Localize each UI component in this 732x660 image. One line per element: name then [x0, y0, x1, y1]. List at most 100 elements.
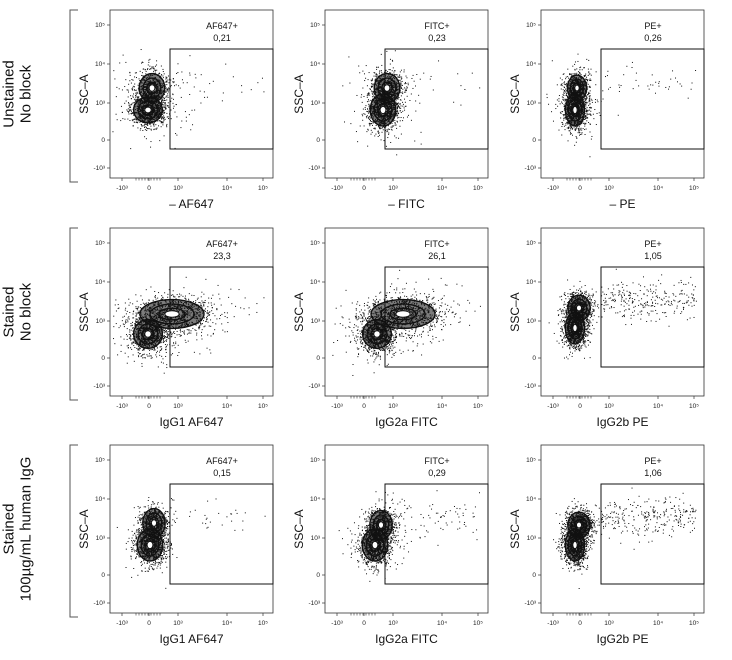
x-axis-label: – PE	[609, 197, 635, 211]
x-tick-label: 0	[147, 185, 151, 192]
density-core	[383, 84, 391, 92]
plot-frame	[324, 9, 489, 179]
gate-percent: 26,1	[428, 251, 446, 261]
gate-name: PE+	[644, 239, 661, 249]
x-tick-label: 0	[578, 185, 582, 192]
y-axis-label: SSC–A	[77, 74, 91, 113]
x-tick-label: 10⁴	[222, 620, 232, 627]
x-tick-label: 0	[578, 403, 582, 410]
row-label-group: Stained 100µg/mL human IgG	[1, 444, 78, 618]
x-tick-label: 10⁵	[473, 403, 483, 410]
density-core	[379, 106, 387, 114]
gate-percent: 1,06	[644, 468, 662, 478]
facs-panel: 10⁵ 10⁴ 10³ 0 -10³ -10³ 0 10³ 10⁴ 10⁵ SSC–A IgG2b P…	[508, 227, 705, 429]
y-tick-label: -10³	[308, 165, 320, 172]
x-axis-label: – AF647	[169, 197, 214, 211]
y-axis-label: SSC–A	[77, 292, 91, 331]
density-core	[151, 519, 157, 527]
density-contour	[377, 77, 397, 99]
density-core	[371, 541, 379, 549]
x-axis-label: IgG2a FITC	[375, 632, 438, 646]
row-label: No block	[18, 64, 35, 123]
gate-name: AF647+	[206, 456, 238, 466]
gate-name: PE+	[644, 21, 661, 31]
density-contour	[375, 518, 387, 532]
y-tick-label: 10⁵	[95, 240, 105, 247]
density-contour	[570, 515, 588, 535]
y-tick-label: 10⁵	[310, 22, 320, 29]
density-contour	[569, 78, 585, 98]
gate-name: AF647+	[206, 21, 238, 31]
y-tick-label: 10⁵	[95, 457, 105, 464]
y-tick-label: 10⁴	[526, 61, 536, 68]
density-core	[395, 310, 411, 318]
x-tick-label: 10⁵	[258, 620, 268, 627]
plot-frame	[109, 444, 274, 614]
positive-gate	[169, 483, 274, 585]
gate-name: AF647+	[206, 239, 238, 249]
row-bracket	[69, 227, 78, 401]
y-tick-label: -10³	[524, 165, 536, 172]
density-contour	[141, 104, 155, 116]
x-tick-label: 0	[578, 620, 582, 627]
facs-panel: 10⁵ 10⁴ 10³ 0 -10³ -10³ 0 10³ 10⁴ 10⁵ SSC–A IgG2b P…	[508, 444, 705, 646]
row-label-group: Stained No block	[1, 227, 78, 401]
density-contour	[570, 320, 580, 336]
density-contour	[570, 537, 580, 553]
y-tick-label: 0	[101, 572, 105, 579]
gate-percent: 0,23	[428, 33, 446, 43]
facs-panel: 10⁵ 10⁴ 10³ 0 -10³ -10³ 0 10³ 10⁴ 10⁵ SSC–A IgG2a F…	[292, 227, 489, 429]
x-tick-label: -10³	[547, 403, 559, 410]
x-tick-label: 10⁵	[473, 185, 483, 192]
x-tick-label: -10³	[331, 403, 343, 410]
y-axis-label: SSC–A	[292, 292, 306, 331]
y-axis-label: SSC–A	[77, 509, 91, 548]
row-bracket	[69, 444, 78, 618]
y-axis-label: SSC–A	[508, 292, 522, 331]
density-core	[144, 106, 152, 114]
x-tick-label: -10³	[547, 620, 559, 627]
y-tick-label: 0	[532, 355, 536, 362]
x-tick-label: 10⁵	[258, 403, 268, 410]
x-tick-label: -10³	[547, 185, 559, 192]
y-tick-label: 10⁴	[95, 61, 105, 68]
gate-percent: 0,21	[213, 33, 231, 43]
y-tick-label: 10³	[311, 535, 321, 542]
density-contour	[142, 77, 162, 99]
density-core	[378, 521, 384, 529]
x-tick-label: 10⁴	[437, 185, 447, 192]
y-tick-label: -10³	[524, 600, 536, 607]
x-tick-label: -10³	[331, 620, 343, 627]
x-tick-label: 0	[147, 403, 151, 410]
density-core	[572, 541, 578, 549]
density-contour	[573, 519, 585, 531]
density-contour	[370, 327, 384, 341]
y-tick-label: 10³	[527, 318, 537, 325]
gate-percent: 0,26	[644, 33, 662, 43]
facs-panel: 10⁵ 10⁴ 10³ 0 -10³ -10³ 0 10³ 10⁴ 10⁵ SSC–A IgG1 AF…	[77, 444, 274, 646]
y-tick-label: 10³	[311, 318, 321, 325]
density-contour	[149, 303, 195, 325]
gate-name: FITC+	[424, 456, 449, 466]
density-contour	[573, 302, 585, 314]
positive-gate	[600, 483, 705, 585]
facs-panel: 10⁵ 10⁴ 10³ 0 -10³ -10³ 0 10³ 10⁴ 10⁵ SSC–A – AF647…	[77, 9, 274, 211]
density-contour	[141, 327, 155, 341]
x-tick-label: 10⁴	[222, 185, 232, 192]
density-contour	[570, 102, 580, 118]
y-tick-label: 10⁴	[95, 496, 105, 503]
y-tick-label: 10³	[96, 100, 106, 107]
y-tick-label: 10⁵	[310, 457, 320, 464]
row-label-group: Unstained No block	[1, 9, 78, 183]
x-tick-label: 10⁴	[437, 403, 447, 410]
row-label: Stained	[1, 287, 18, 338]
density-core	[574, 84, 580, 92]
row-label: No block	[18, 282, 35, 341]
y-tick-label: 10⁴	[310, 61, 320, 68]
x-axis-label: IgG1 AF647	[159, 632, 223, 646]
plot-frame	[540, 9, 705, 179]
x-tick-label: 10⁴	[653, 185, 663, 192]
density-contour	[366, 323, 388, 345]
positive-gate	[600, 266, 705, 368]
x-tick-label: 10⁴	[222, 403, 232, 410]
